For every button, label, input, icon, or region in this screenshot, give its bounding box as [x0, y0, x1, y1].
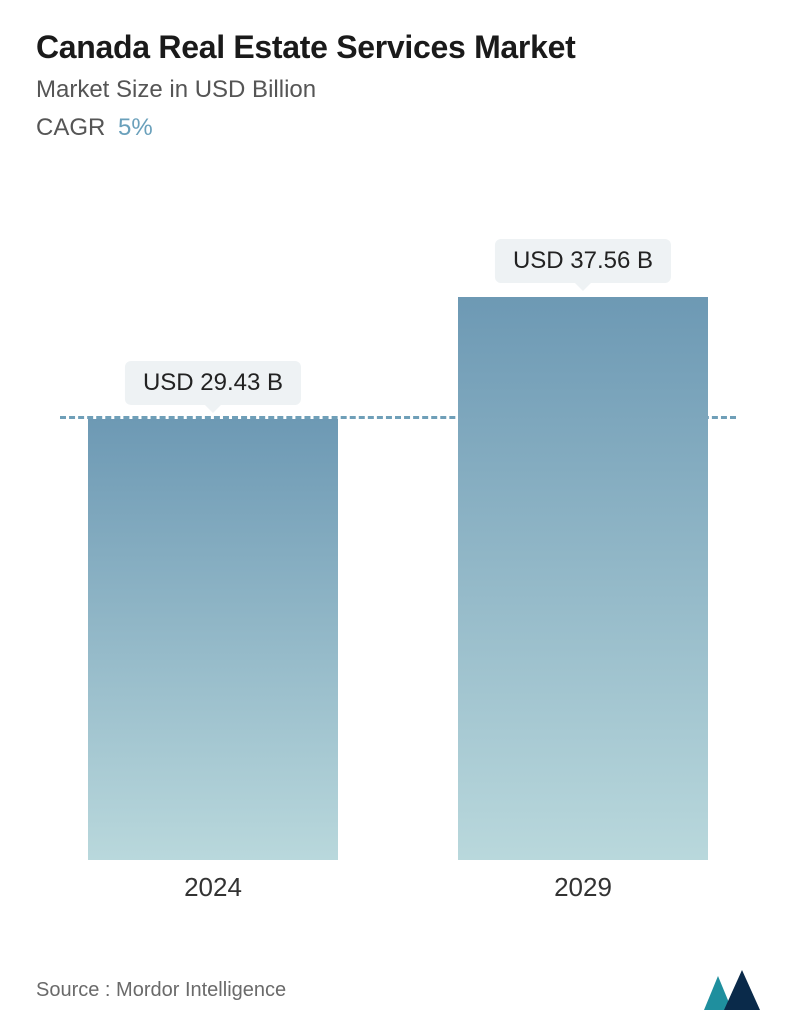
chart-title: Canada Real Estate Services Market: [36, 28, 760, 66]
header: Canada Real Estate Services Market Marke…: [0, 0, 796, 142]
x-axis-label-2029: 2029: [554, 872, 612, 903]
source-text: Source : Mordor Intelligence: [36, 979, 286, 1002]
bar-label-2029: USD 37.56 B: [495, 239, 671, 283]
cagr-label: CAGR: [36, 114, 105, 141]
bar-2029: [458, 297, 708, 860]
cagr-row: CAGR 5%: [36, 114, 760, 142]
footer: Source : Mordor Intelligence: [36, 970, 760, 1010]
cagr-value: 5%: [118, 114, 153, 141]
x-axis-label-2024: 2024: [184, 872, 242, 903]
mordor-logo-icon: [704, 970, 760, 1010]
chart-area: USD 29.43 B 2024 USD 37.56 B 2029: [0, 200, 796, 920]
bar-label-2024: USD 29.43 B: [125, 361, 301, 405]
bar-2024: [88, 419, 338, 860]
chart-subtitle: Market Size in USD Billion: [36, 76, 760, 104]
plot-region: USD 29.43 B2024USD 37.56 B2029: [60, 260, 736, 860]
